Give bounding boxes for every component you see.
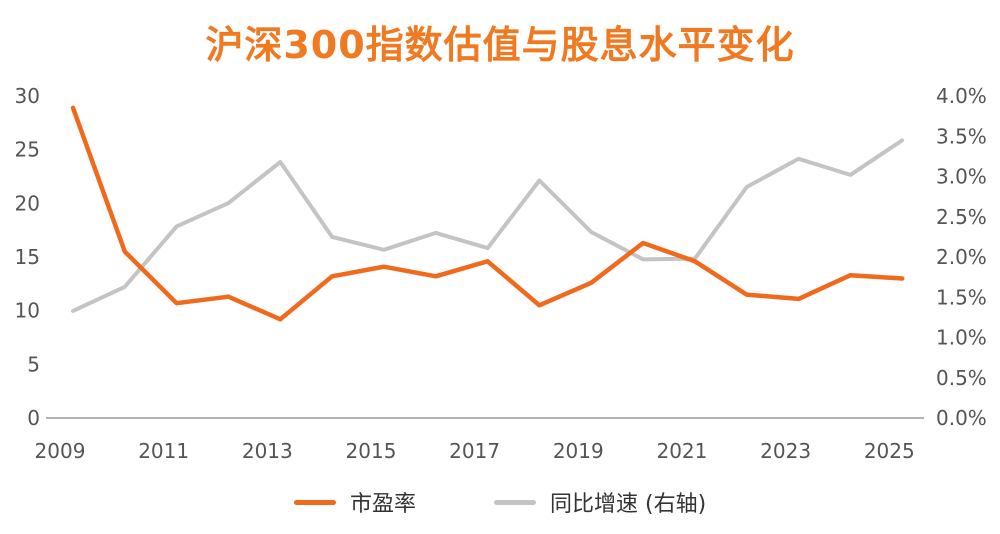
y-left-tick-label-5: 5 <box>27 352 40 376</box>
y-right-tick-label-2.5pct: 2.5% <box>936 205 987 229</box>
x-tick-label-2017: 2017 <box>449 439 500 463</box>
y-left-tick-label-15: 15 <box>15 245 40 269</box>
x-tick-label-2013: 2013 <box>242 439 293 463</box>
x-tick-label-2021: 2021 <box>656 439 707 463</box>
x-tick-label-2023: 2023 <box>760 439 811 463</box>
y-right-tick-label-4.0pct: 4.0% <box>936 84 987 108</box>
x-tick-label-2025: 2025 <box>864 439 915 463</box>
series-line-pe <box>70 105 905 322</box>
legend-label-pe: 市盈率 <box>350 492 417 517</box>
legend-item-pe: 市盈率 <box>294 484 416 520</box>
x-tick-label-2011: 2011 <box>138 439 189 463</box>
x-tick-label-2015: 2015 <box>346 439 397 463</box>
series-line-yoy <box>71 138 905 313</box>
legend-label-yoy: 同比增速 (右轴) <box>550 492 707 517</box>
y-left-tick-label-0: 0 <box>27 406 40 430</box>
y-left-tick-label-20: 20 <box>15 191 40 215</box>
y-right-tick-label-1.5pct: 1.5% <box>936 285 987 309</box>
y-left-tick-label-25: 25 <box>15 138 40 162</box>
legend-swatch-pe <box>294 499 336 505</box>
legend: 市盈率 同比增速 (右轴) <box>0 484 1000 520</box>
y-right-tick-label-2.0pct: 2.0% <box>936 245 987 269</box>
y-right-tick-label-1.0pct: 1.0% <box>936 326 987 350</box>
y-right-tick-label-0.5pct: 0.5% <box>936 366 987 390</box>
y-right-tick-label-0.0pct: 0.0% <box>936 406 987 430</box>
x-tick-label-2019: 2019 <box>553 439 604 463</box>
y-right-tick-label-3.0pct: 3.0% <box>936 165 987 189</box>
y-left-tick-label-10: 10 <box>15 299 40 323</box>
y-left-tick-label-30: 30 <box>15 84 40 108</box>
x-tick-label-2009: 2009 <box>35 439 86 463</box>
y-right-tick-label-3.5pct: 3.5% <box>936 124 987 148</box>
legend-item-yoy: 同比增速 (右轴) <box>494 484 706 520</box>
chart-title: 沪深300指数估值与股息水平变化 <box>205 23 795 67</box>
legend-swatch-yoy <box>494 499 536 505</box>
